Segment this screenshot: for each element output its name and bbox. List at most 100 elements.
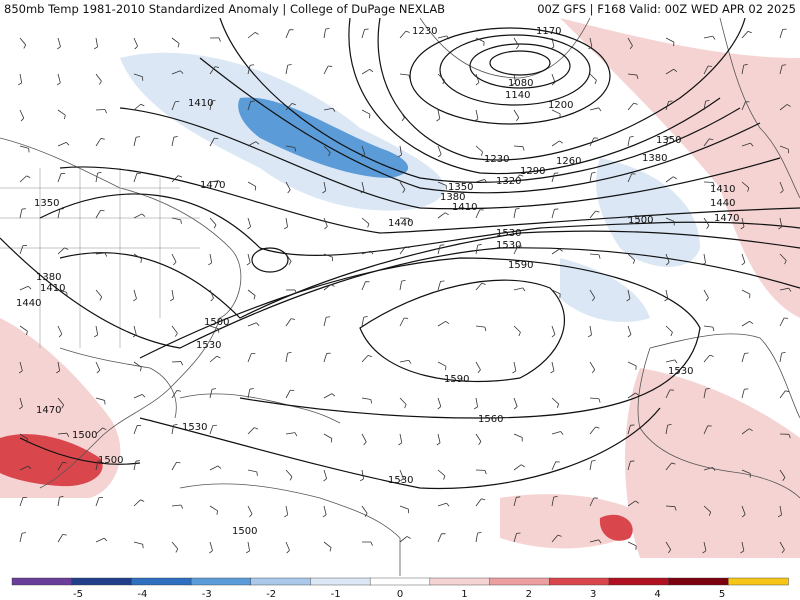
wind-barb-flag — [370, 541, 373, 546]
wind-barb-flag — [140, 258, 142, 263]
colorbar-canvas: -5 -4 -3 -2 -1 0 1 2 3 4 5 — [11, 577, 789, 600]
wind-barb — [551, 73, 556, 83]
wind-barb — [19, 325, 28, 332]
wind-barb — [95, 397, 105, 401]
wind-barb — [551, 461, 557, 471]
wind-barb-flag — [591, 369, 596, 374]
colorbar-swatch — [369, 577, 431, 586]
wind-barb — [361, 469, 364, 479]
wind-barb-flag — [668, 549, 672, 554]
wind-barb — [627, 425, 631, 435]
wind-barb — [171, 425, 174, 435]
wind-barb-flag — [709, 138, 714, 141]
wind-barb — [627, 253, 635, 261]
wind-barb — [95, 37, 98, 47]
wind-barb — [513, 209, 517, 219]
wind-barb — [209, 425, 214, 435]
colorbar-tick-label: 0 — [397, 589, 403, 600]
wind-barb-flag — [635, 500, 639, 504]
wind-barb-flag — [99, 80, 102, 85]
contour-1530-south — [139, 407, 661, 490]
wind-barb — [57, 325, 63, 335]
wind-barb-flag — [665, 262, 670, 266]
wind-barb-flag — [481, 282, 486, 285]
weather-map[interactable]: 1230 1170 1080 1140 1200 1350 1380 1410 … — [0, 18, 800, 576]
wind-barb-flag — [522, 287, 526, 292]
wind-barb-flag — [211, 99, 216, 102]
colorbar-tick-label: -2 — [266, 589, 276, 600]
colorbar-tick-label: 5 — [719, 589, 725, 600]
wind-barb-flag — [103, 537, 108, 542]
wind-barb — [741, 101, 746, 111]
europe-coast — [719, 18, 800, 199]
wind-barb-flag — [560, 431, 564, 435]
wind-barb — [171, 137, 175, 147]
wind-barb-flag — [363, 441, 367, 446]
wind-barb — [703, 35, 713, 39]
wind-barb — [399, 281, 402, 291]
wind-barb-flag — [26, 438, 28, 443]
wind-barb — [95, 427, 103, 435]
wind-barb — [171, 217, 181, 221]
wind-barb — [399, 30, 407, 39]
wind-barb — [247, 65, 251, 75]
wind-barb-flag — [437, 406, 442, 410]
wind-barb — [399, 109, 405, 119]
wind-barb-flag — [140, 499, 145, 502]
contour-1500 — [59, 230, 800, 319]
wind-barb — [285, 318, 292, 327]
wind-barb — [95, 210, 101, 219]
wind-barb — [437, 361, 447, 367]
wind-barb — [551, 289, 561, 295]
wind-barb — [171, 101, 176, 111]
wind-barb-flag — [249, 388, 254, 390]
wind-barb — [323, 29, 326, 39]
wind-barb — [57, 142, 67, 147]
wind-barb — [475, 209, 481, 219]
colorbar-swatch — [429, 577, 491, 586]
low-center-contour — [439, 34, 591, 106]
wind-barb-flag — [359, 478, 364, 482]
wind-barb — [665, 389, 671, 399]
wind-barb-flag — [674, 506, 677, 511]
wind-barb-flag — [139, 367, 142, 372]
wind-barb — [247, 181, 256, 187]
wind-barb-flag — [743, 64, 748, 66]
wind-barb-flag — [329, 547, 332, 552]
wind-barb — [19, 109, 25, 119]
contour-label: 1230 — [412, 26, 437, 37]
wind-barb — [57, 462, 64, 471]
wind-barb — [589, 361, 596, 370]
wind-barb-flag — [406, 536, 411, 539]
wind-barb — [323, 317, 327, 327]
wind-barb — [589, 173, 593, 183]
wind-barb-flag — [516, 117, 520, 122]
colorbar-tick-label: 2 — [526, 589, 532, 600]
wind-barb — [437, 281, 441, 291]
wind-barb — [551, 248, 560, 255]
wind-barb — [437, 433, 441, 443]
wind-barb — [209, 66, 216, 75]
wind-barb-flag — [667, 423, 672, 426]
wind-barb-flag — [559, 248, 563, 252]
wind-barb — [133, 461, 137, 471]
wind-barb — [19, 497, 24, 507]
wind-barb-flag — [664, 298, 669, 302]
wind-barb — [665, 37, 675, 43]
wind-barb — [627, 215, 637, 219]
wind-barb-flag — [100, 209, 105, 212]
wind-barb — [475, 37, 485, 43]
africa-coast — [637, 333, 800, 499]
wind-barb — [209, 389, 213, 399]
wind-barb-flag — [176, 461, 181, 464]
wind-barb-flag — [785, 390, 790, 393]
wind-barb — [475, 282, 483, 291]
wind-barb — [247, 389, 251, 399]
warm-anomaly-core — [0, 434, 103, 487]
wind-barb — [19, 37, 27, 46]
contour-labels: 1230 1170 1080 1140 1200 1350 1380 1410 … — [16, 26, 739, 537]
wind-barb — [665, 68, 674, 75]
wind-barb — [475, 397, 478, 407]
wind-barb — [703, 65, 709, 75]
wind-barb-flag — [633, 102, 638, 105]
